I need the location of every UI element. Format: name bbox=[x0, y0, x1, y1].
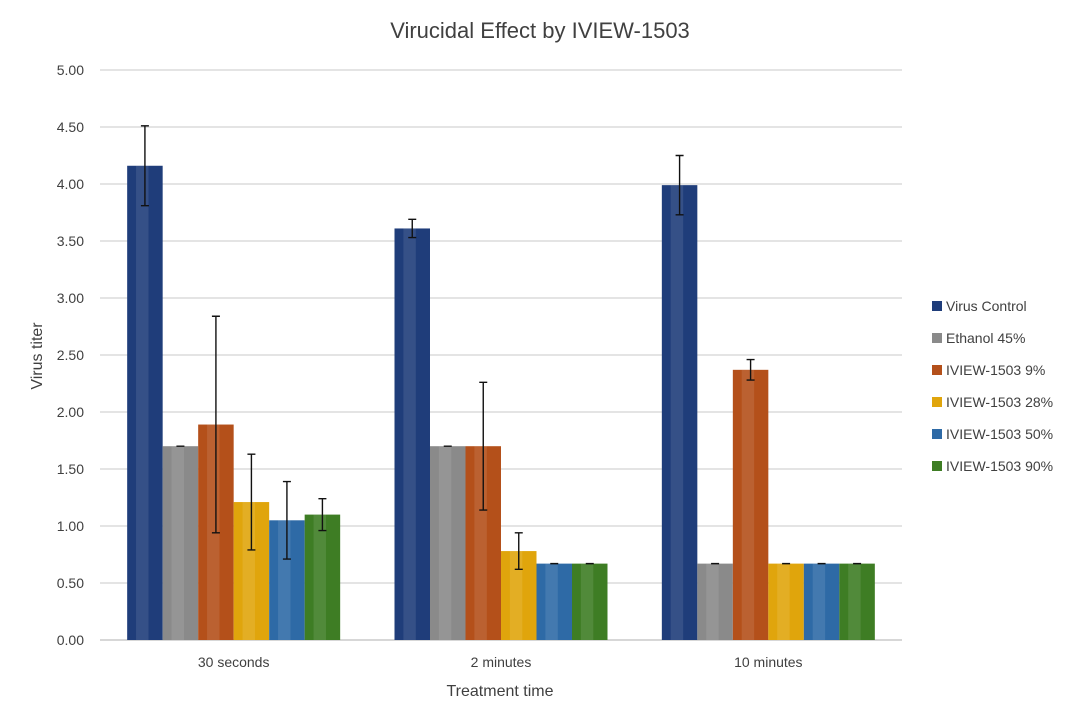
bar-highlight bbox=[741, 369, 755, 640]
legend-label: IVIEW-1503 90% bbox=[946, 458, 1053, 474]
y-tick-labels: 0.00 0.50 1.00 1.50 2.00 2.50 3.00 3.50 4.00 4.50… bbox=[57, 62, 84, 648]
bar bbox=[732, 369, 769, 640]
bar bbox=[803, 563, 840, 640]
legend-swatch bbox=[932, 301, 942, 311]
error-bar bbox=[140, 125, 149, 207]
x-tick-label: 2 minutes bbox=[471, 654, 532, 670]
x-tick-label: 30 seconds bbox=[198, 654, 270, 670]
legend-swatch bbox=[932, 365, 942, 375]
bar bbox=[572, 563, 608, 640]
y-axis-title: Virus titer bbox=[29, 322, 46, 390]
bar-highlight bbox=[171, 446, 184, 640]
bar-highlight bbox=[278, 520, 291, 640]
legend-label: Ethanol 45% bbox=[946, 330, 1025, 346]
bar-highlight bbox=[136, 165, 149, 640]
bar bbox=[394, 228, 430, 640]
y-tick-label: 1.50 bbox=[57, 461, 84, 477]
bar bbox=[127, 165, 163, 640]
error-bar bbox=[479, 381, 488, 511]
legend-swatch bbox=[932, 429, 942, 439]
error-bar bbox=[675, 154, 684, 216]
x-tick-labels: 30 seconds 2 minutes 10 minutes bbox=[198, 654, 803, 670]
legend-swatch bbox=[932, 461, 942, 471]
bar bbox=[430, 446, 466, 640]
y-tick-label: 4.50 bbox=[57, 119, 84, 135]
bar-highlight bbox=[474, 446, 487, 640]
bar bbox=[697, 563, 733, 640]
bar-highlight bbox=[509, 551, 523, 640]
bar-highlight bbox=[313, 514, 326, 640]
legend-label: Virus Control bbox=[946, 298, 1027, 314]
bar bbox=[536, 563, 572, 640]
bar bbox=[304, 514, 341, 640]
bar-highlight bbox=[706, 563, 719, 640]
y-tick-label: 2.00 bbox=[57, 404, 84, 420]
bar-highlight bbox=[670, 185, 684, 640]
y-tick-label: 2.50 bbox=[57, 347, 84, 363]
x-axis-title: Treatment time bbox=[447, 683, 554, 700]
bar-highlight bbox=[812, 563, 826, 640]
error-bar bbox=[247, 453, 256, 551]
error-bar bbox=[211, 315, 220, 534]
legend-swatch bbox=[932, 397, 942, 407]
y-tick-label: 1.00 bbox=[57, 518, 84, 534]
bar bbox=[839, 563, 875, 640]
y-tick-label: 3.50 bbox=[57, 233, 84, 249]
bar-highlight bbox=[438, 446, 452, 640]
y-tick-label: 4.00 bbox=[57, 176, 84, 192]
bar-highlight bbox=[777, 563, 790, 640]
error-bar bbox=[514, 532, 523, 571]
bar-highlight bbox=[403, 228, 416, 640]
bars bbox=[127, 165, 875, 640]
bar-highlight bbox=[580, 563, 594, 640]
legend: Virus Control Ethanol 45% IVIEW-1503 9% IVI… bbox=[932, 298, 1053, 474]
error-bar bbox=[746, 358, 755, 381]
legend-label: IVIEW-1503 50% bbox=[946, 426, 1053, 442]
y-tick-label: 5.00 bbox=[57, 62, 84, 78]
error-bar bbox=[318, 497, 327, 532]
bar-highlight bbox=[242, 502, 255, 640]
bar bbox=[661, 185, 698, 640]
y-tick-label: 3.00 bbox=[57, 290, 84, 306]
legend-label: IVIEW-1503 9% bbox=[946, 362, 1045, 378]
bar-highlight bbox=[848, 563, 861, 640]
error-bars bbox=[140, 125, 862, 571]
bar bbox=[162, 446, 199, 640]
legend-label: IVIEW-1503 28% bbox=[946, 394, 1053, 410]
x-tick-label: 10 minutes bbox=[734, 654, 802, 670]
bar-highlight bbox=[545, 563, 558, 640]
legend-swatch bbox=[932, 333, 942, 343]
chart-title: Virucidal Effect by IVIEW-1503 bbox=[390, 18, 690, 43]
error-bar bbox=[282, 480, 291, 560]
error-bar bbox=[408, 218, 417, 239]
y-tick-label: 0.00 bbox=[57, 632, 84, 648]
bar bbox=[768, 563, 804, 640]
y-tick-label: 0.50 bbox=[57, 575, 84, 591]
